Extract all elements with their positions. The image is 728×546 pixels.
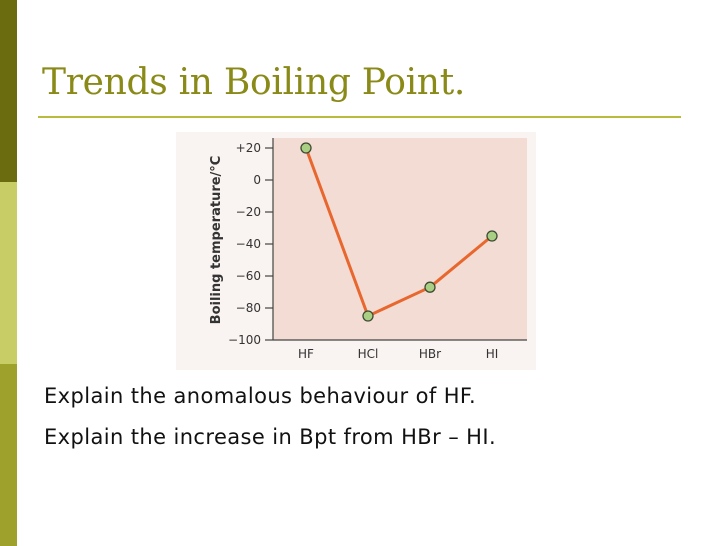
y-tick-label: 0 bbox=[253, 173, 261, 187]
x-tick-label: HF bbox=[298, 347, 314, 361]
y-tick-label: −20 bbox=[236, 205, 261, 219]
x-tick-label: HBr bbox=[419, 347, 441, 361]
data-point bbox=[424, 281, 436, 293]
x-tick-label: HCl bbox=[358, 347, 379, 361]
series-line bbox=[304, 147, 493, 318]
title-divider bbox=[38, 116, 681, 118]
bullet-question-1: Explain the anomalous behaviour of HF. bbox=[44, 384, 477, 408]
data-point bbox=[362, 310, 374, 322]
x-tick-label: HI bbox=[486, 347, 499, 361]
sidebar-block-light bbox=[0, 182, 17, 364]
sidebar-block-mid bbox=[0, 364, 17, 546]
y-tick-label: −60 bbox=[236, 269, 261, 283]
slide-title: Trends in Boiling Point. bbox=[42, 62, 466, 103]
data-point bbox=[300, 142, 312, 154]
sidebar-accent bbox=[0, 0, 17, 546]
boiling-point-chart: Boiling temperature/°C +20 0 −20 −40 −60 −80 −… bbox=[176, 132, 536, 370]
y-tick-label: +20 bbox=[236, 141, 261, 155]
bullet-question-2: Explain the increase in Bpt from HBr – H… bbox=[44, 425, 497, 449]
y-tick-label: −80 bbox=[236, 301, 261, 315]
y-tick-label: −100 bbox=[228, 333, 261, 347]
y-tick-label: −40 bbox=[236, 237, 261, 251]
data-point bbox=[486, 230, 498, 242]
y-axis-title: Boiling temperature/°C bbox=[209, 156, 224, 325]
chart-canvas: Boiling temperature/°C +20 0 −20 −40 −60 −80 −… bbox=[176, 132, 536, 370]
sidebar-block-dark bbox=[0, 0, 17, 182]
